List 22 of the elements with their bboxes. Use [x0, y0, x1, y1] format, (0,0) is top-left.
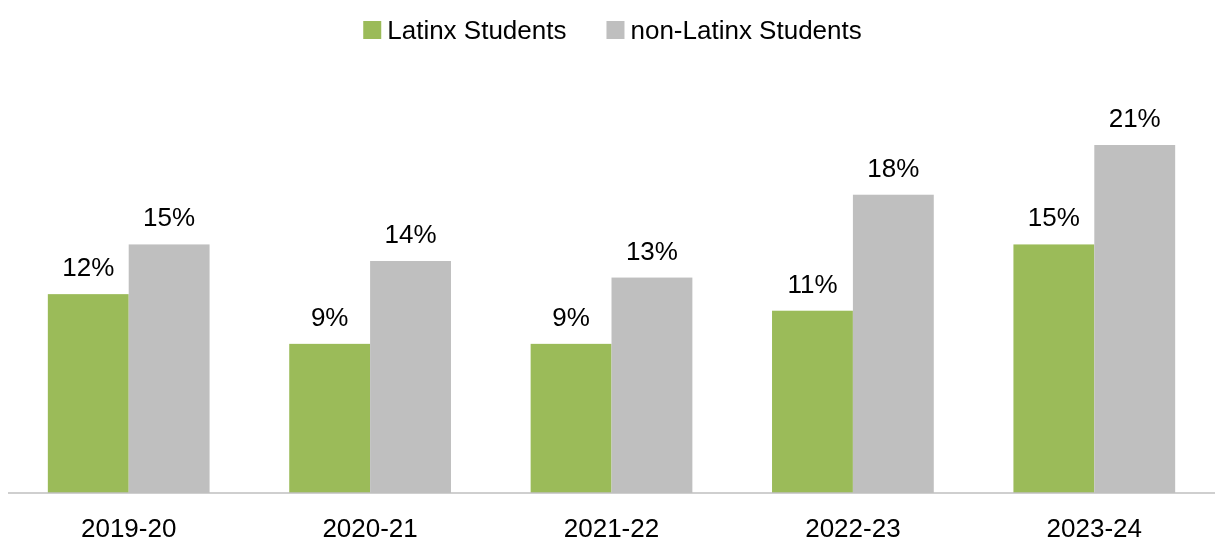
legend-label: non-Latinx Students	[630, 15, 862, 45]
x-tick-label: 2023-24	[1046, 513, 1143, 543]
x-tick-label: 2019-20	[80, 513, 177, 543]
x-tick-label: 2022-23	[805, 513, 901, 543]
bar	[772, 310, 853, 493]
bar	[530, 343, 612, 493]
bar	[289, 343, 371, 493]
x-tick-label: 2021-22	[563, 513, 660, 543]
data-label: 21%	[1108, 103, 1161, 133]
legend-label: Latinx Students	[387, 15, 567, 45]
data-label: 14%	[384, 219, 437, 249]
data-label: 15%	[1027, 202, 1080, 233]
data-label: 11%	[787, 268, 838, 299]
data-label: 12%	[62, 252, 115, 283]
data-label: 9%	[552, 301, 590, 332]
bar	[1013, 244, 1095, 493]
data-label: 9%	[310, 301, 349, 332]
data-label: 15%	[143, 202, 196, 233]
data-label: 13%	[625, 235, 678, 266]
data-label: 18%	[867, 152, 920, 183]
x-tick-label: 2020-21	[322, 513, 418, 543]
bar	[47, 294, 129, 493]
